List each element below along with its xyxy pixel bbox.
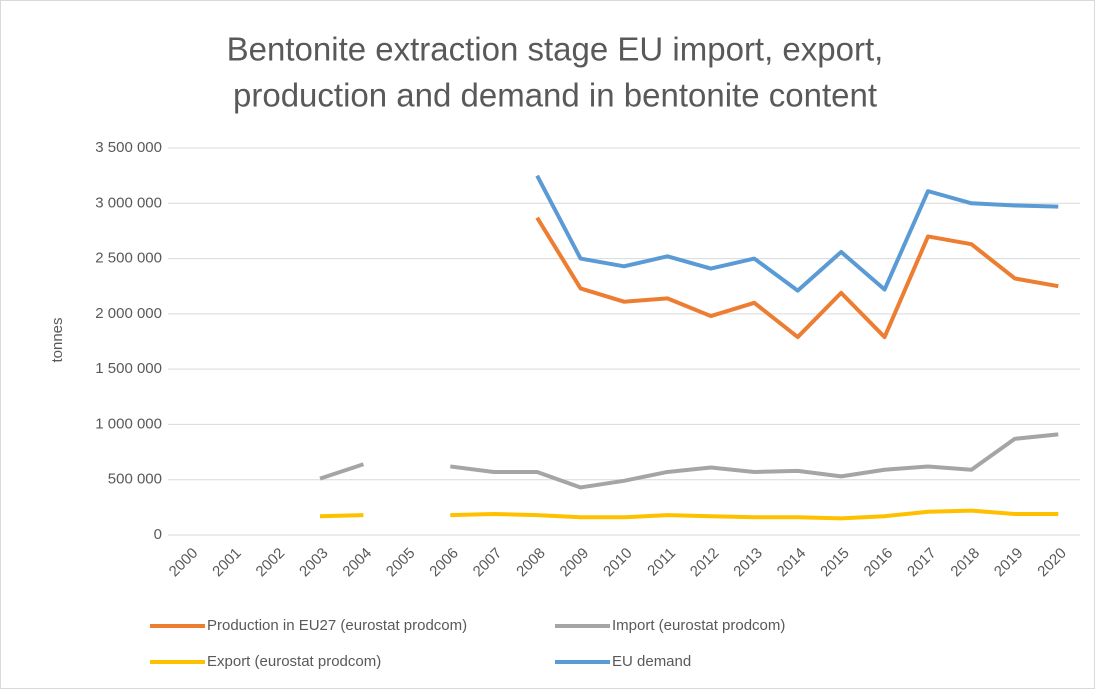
chart-title: production and demand in bentonite conte… xyxy=(233,77,877,114)
legend-label: Export (eurostat prodcom) xyxy=(207,653,381,670)
y-tick-label: 3 500 000 xyxy=(95,139,162,156)
y-tick-label: 1 500 000 xyxy=(95,360,162,377)
line-series xyxy=(450,432,1059,490)
legend-label: Production in EU27 (eurostat prodcom) xyxy=(207,617,467,634)
y-tick-label: 500 000 xyxy=(108,471,162,488)
y-tick-label: 0 xyxy=(154,526,162,543)
chart-title: Bentonite extraction stage EU import, ex… xyxy=(227,31,884,68)
line-series xyxy=(450,508,1059,521)
line-series xyxy=(535,216,1059,340)
y-tick-label: 2 500 000 xyxy=(95,250,162,267)
line-series xyxy=(319,513,364,519)
y-tick-label: 1 000 000 xyxy=(95,415,162,432)
y-axis-label: tonnes xyxy=(49,317,66,362)
y-tick-label: 3 000 000 xyxy=(95,194,162,211)
legend-label: Import (eurostat prodcom) xyxy=(612,617,785,634)
line-series xyxy=(319,462,365,481)
legend-label: EU demand xyxy=(612,653,691,670)
line-series xyxy=(535,174,1059,293)
y-tick-label: 2 000 000 xyxy=(95,305,162,322)
